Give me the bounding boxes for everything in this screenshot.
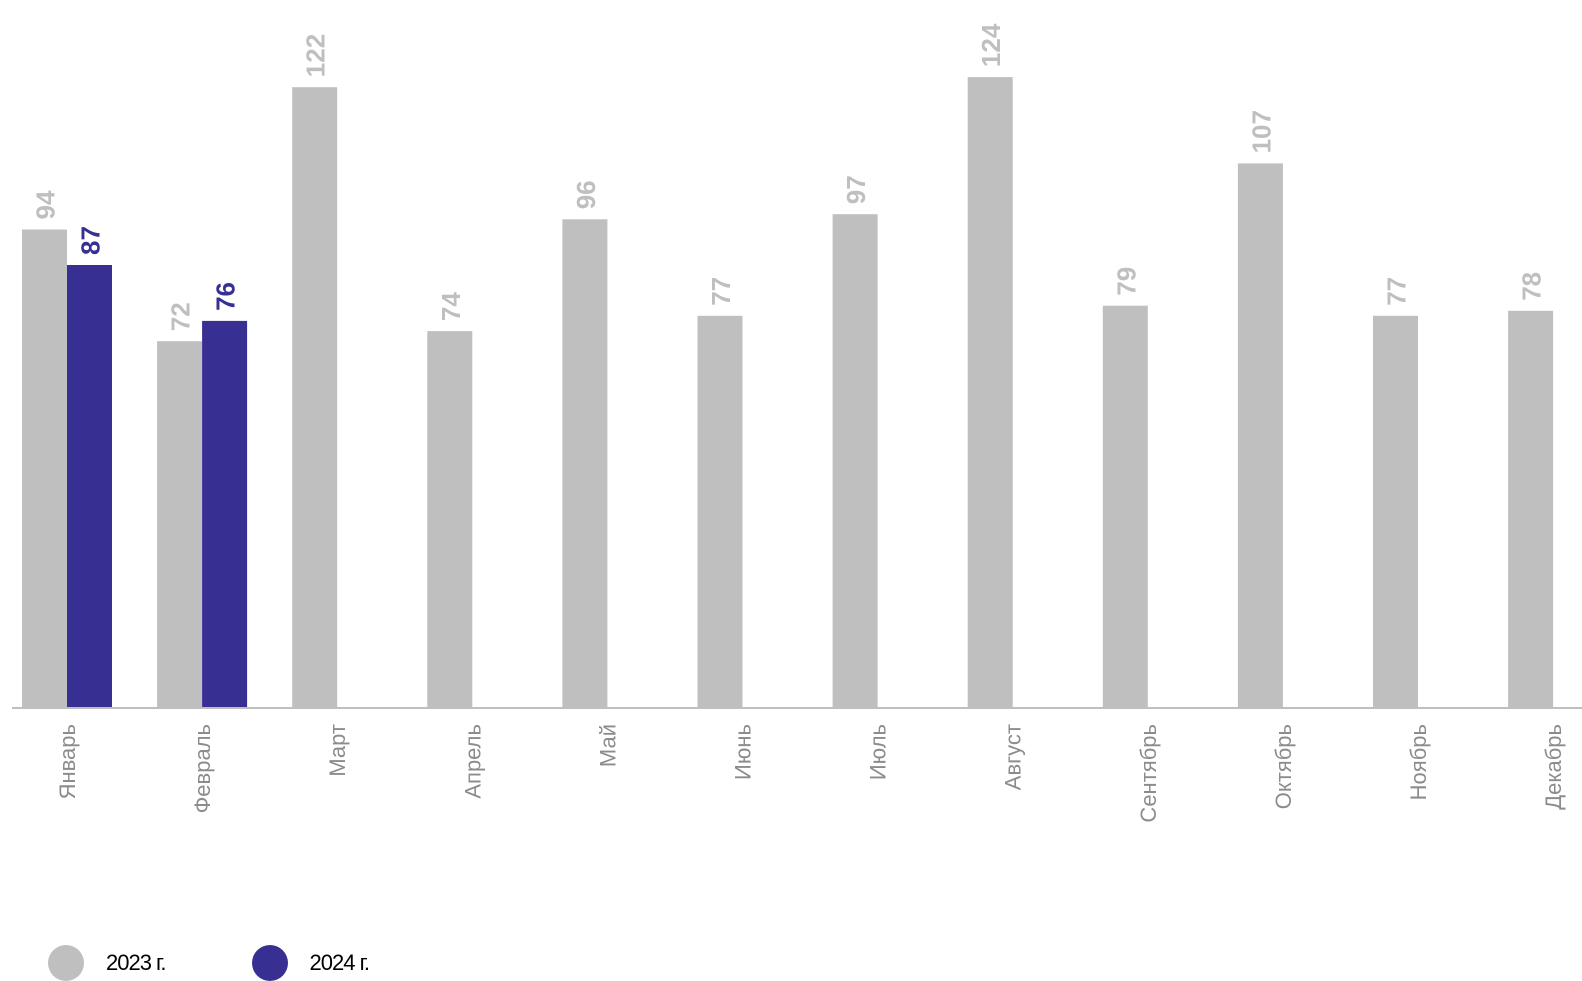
value-labels-layer: 94 87 72 76 122 74 96 77 97 124 79 107 77 78 <box>31 23 1547 331</box>
bar-2023-11 <box>1373 315 1418 707</box>
x-tick-label-3: Март <box>325 724 350 777</box>
bar-2023-6 <box>697 315 743 707</box>
value-label-2023-5: 96 <box>571 180 601 209</box>
x-tick-label-12: Декабрь <box>1541 724 1566 810</box>
x-tick-label-9: Сентябрь <box>1136 724 1161 823</box>
x-tick-label-10: Октябрь <box>1271 724 1296 809</box>
value-label-2023-12: 78 <box>1517 272 1547 301</box>
legend-label-2024: 2024 г. <box>309 950 371 975</box>
bars-layer <box>22 77 1554 708</box>
bar-2024-1 <box>67 265 112 707</box>
value-label-2023-8: 124 <box>976 23 1006 67</box>
bar-2023-1 <box>22 229 67 707</box>
x-tick-label-6: Июнь <box>731 724 756 780</box>
legend-swatch-2023 <box>48 945 84 981</box>
value-label-2024-1: 87 <box>76 226 106 255</box>
bar-2023-12 <box>1508 310 1554 707</box>
bar-2023-4 <box>427 331 473 707</box>
x-tick-label-11: Ноябрь <box>1406 724 1431 800</box>
legend-label-2023: 2023 г. <box>106 950 167 975</box>
bar-2023-5 <box>562 219 608 708</box>
bar-2024-2 <box>202 320 248 707</box>
bar-2023-2 <box>157 341 203 707</box>
x-tick-label-7: Июль <box>866 724 891 780</box>
x-tick-label-1: Январь <box>55 724 80 799</box>
bar-2023-3 <box>292 87 338 707</box>
bar-2023-7 <box>832 214 878 707</box>
value-label-2023-4: 74 <box>436 292 466 321</box>
value-label-2023-1: 94 <box>31 190 61 219</box>
legend-item-2024: 2024 г. <box>251 945 371 981</box>
bar-2023-9 <box>1102 305 1148 707</box>
x-tick-labels-layer: Январь Февраль Март Апрель Май Июнь Июль Август… <box>55 724 1566 823</box>
value-label-2023-11: 77 <box>1382 277 1412 306</box>
value-label-2023-3: 122 <box>301 34 331 77</box>
x-tick-label-8: Август <box>1001 724 1026 790</box>
bar-2023-10 <box>1237 163 1283 707</box>
value-label-2023-10: 107 <box>1246 110 1276 153</box>
bar-2023-8 <box>967 77 1013 708</box>
legend: 2023 г. 2024 г. <box>48 945 455 981</box>
legend-item-2023: 2023 г. <box>48 945 167 981</box>
value-label-2023-9: 79 <box>1111 267 1141 296</box>
legend-swatch-2024 <box>251 945 288 981</box>
x-tick-label-5: Май <box>595 724 620 767</box>
x-tick-label-2: Февраль <box>190 724 215 813</box>
value-label-2023-7: 97 <box>841 175 871 204</box>
x-tick-label-4: Апрель <box>460 724 485 799</box>
value-label-2024-2: 76 <box>211 282 241 311</box>
value-label-2023-2: 72 <box>166 302 196 331</box>
value-label-2023-6: 77 <box>706 277 736 306</box>
